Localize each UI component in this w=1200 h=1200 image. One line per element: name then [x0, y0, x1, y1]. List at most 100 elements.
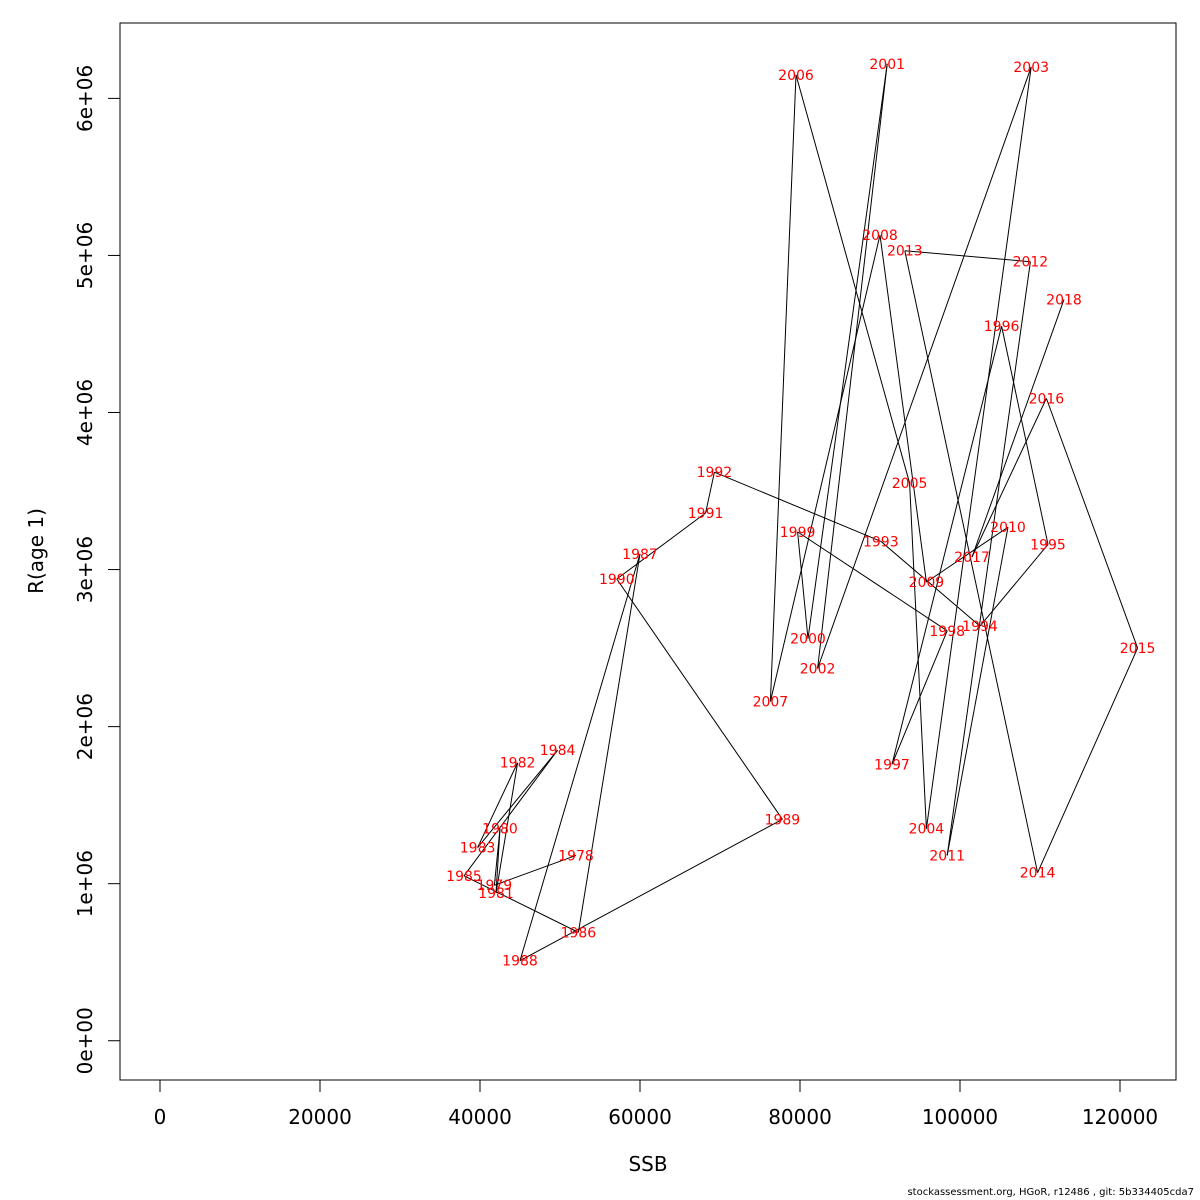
segment-1987-1988 — [519, 553, 641, 961]
segment-1999-2000 — [797, 531, 809, 639]
segment-1996-1997 — [891, 326, 1003, 765]
point-label-1992: 1992 — [697, 465, 733, 481]
y-tick-label: 3e+06 — [73, 536, 97, 603]
segment-1989-1990 — [616, 578, 783, 820]
footer-credit: stockassessment.org, HGoR, r12486 , git:… — [907, 1187, 1194, 1198]
point-label-1989: 1989 — [765, 812, 801, 828]
segment-2010-2011 — [946, 527, 1009, 856]
segment-1981-1982 — [495, 762, 519, 894]
point-label-1982: 1982 — [500, 756, 536, 772]
point-label-2016: 2016 — [1029, 391, 1065, 407]
point-label-1993: 1993 — [863, 534, 899, 550]
point-label-1985: 1985 — [446, 869, 482, 885]
segment-1980-1981 — [495, 828, 501, 894]
y-tick-label: 4e+06 — [73, 379, 97, 446]
segment-2004-2005 — [909, 483, 927, 829]
segment-1993-1994 — [880, 540, 981, 627]
segment-2008-2009 — [879, 234, 927, 583]
segment-2006-2007 — [769, 74, 797, 702]
point-label-1988: 1988 — [502, 954, 538, 970]
point-label-2018: 2018 — [1046, 292, 1082, 308]
point-label-2000: 2000 — [790, 632, 826, 648]
point-label-2001: 2001 — [869, 57, 905, 73]
x-tick-label: 100000 — [922, 1105, 998, 1129]
segment-1984-1985 — [463, 749, 559, 877]
point-label-1999: 1999 — [780, 525, 816, 541]
x-axis: 0 20000 40000 60000 80000 100000 120000 — [154, 1079, 1158, 1129]
segment-1983-1984 — [477, 749, 558, 848]
segment-1991-1992 — [705, 472, 715, 514]
x-tick-label: 60000 — [608, 1105, 672, 1129]
segment-1992-1993 — [714, 471, 881, 542]
point-label-1979: 1979 — [477, 878, 513, 894]
point-label-1998: 1998 — [929, 624, 965, 640]
x-axis-title: SSB — [628, 1152, 667, 1176]
x-tick-label: 20000 — [288, 1105, 352, 1129]
segment-1978-1979 — [494, 854, 577, 886]
segment-2003-2004 — [925, 66, 1032, 829]
year-labels: 1978 1979 1980 1981 1982 1983 1984 1985 1986 1987… — [446, 57, 1155, 970]
segment-2013-2014 — [904, 250, 1039, 873]
point-label-2009: 2009 — [909, 575, 945, 591]
x-tick-label: 40000 — [448, 1105, 512, 1129]
point-label-1995: 1995 — [1030, 537, 1066, 553]
segment-2000-2001 — [807, 63, 888, 639]
point-label-1986: 1986 — [561, 925, 597, 941]
segment-2002-2003 — [817, 66, 1032, 669]
series-line — [463, 63, 1139, 962]
point-label-1983: 1983 — [460, 841, 496, 857]
point-label-2017: 2017 — [954, 550, 990, 566]
point-label-1994: 1994 — [962, 619, 998, 635]
y-tick-label: 1e+06 — [73, 850, 97, 917]
segment-2009-2010 — [926, 526, 1009, 583]
point-label-2008: 2008 — [862, 228, 898, 244]
segment-1988-1989 — [519, 818, 783, 962]
y-tick-label: 0e+00 — [73, 1007, 97, 1074]
point-label-1981: 1981 — [478, 886, 514, 902]
segment-1998-1999 — [797, 531, 948, 632]
segment-1994-1995 — [979, 544, 1049, 627]
segment-1990-1991 — [616, 512, 706, 580]
y-tick-label: 5e+06 — [73, 222, 97, 289]
segment-1982-1983 — [477, 762, 519, 848]
y-axis: 0e+00 1e+06 2e+06 3e+06 4e+06 5e+06 6e+06 — [73, 65, 121, 1074]
point-label-1990: 1990 — [599, 572, 635, 588]
x-tick-label: 0 — [154, 1105, 167, 1129]
segment-2017-2018 — [971, 299, 1065, 558]
point-label-2014: 2014 — [1020, 866, 1056, 882]
point-label-1984: 1984 — [540, 743, 576, 759]
point-label-2005: 2005 — [892, 476, 928, 492]
point-label-2003: 2003 — [1013, 60, 1049, 76]
point-label-1987: 1987 — [622, 547, 658, 563]
segment-2015-2016 — [1045, 398, 1139, 649]
point-label-2012: 2012 — [1013, 255, 1049, 271]
point-label-2013: 2013 — [887, 244, 923, 260]
point-label-1997: 1997 — [874, 757, 910, 773]
segment-2001-2002 — [817, 63, 888, 669]
segment-1986-1987 — [577, 553, 641, 933]
segment-2011-2012 — [946, 261, 1031, 856]
point-label-2006: 2006 — [778, 68, 814, 84]
point-label-1978: 1978 — [558, 848, 594, 864]
segment-2005-2006 — [795, 74, 911, 484]
point-label-2007: 2007 — [753, 694, 789, 710]
point-label-1996: 1996 — [984, 319, 1020, 335]
point-label-1991: 1991 — [688, 506, 724, 522]
segment-2016-2017 — [971, 398, 1047, 558]
segment-2012-2013 — [904, 250, 1031, 263]
point-label-1980: 1980 — [482, 822, 518, 838]
x-tick-label: 120000 — [1082, 1105, 1158, 1129]
y-axis-title: R(age 1) — [24, 508, 48, 594]
x-tick-label: 80000 — [768, 1105, 832, 1129]
point-label-2011: 2011 — [929, 848, 965, 864]
point-label-2002: 2002 — [800, 662, 836, 678]
segment-2007-2008 — [769, 234, 881, 702]
point-label-2004: 2004 — [909, 822, 945, 838]
segment-2014-2015 — [1037, 647, 1139, 873]
point-label-2015: 2015 — [1120, 641, 1156, 657]
point-label-2010: 2010 — [990, 520, 1026, 536]
segment-1985-1986 — [463, 875, 579, 933]
segment-1995-1996 — [1001, 326, 1049, 545]
y-tick-label: 2e+06 — [73, 693, 97, 760]
